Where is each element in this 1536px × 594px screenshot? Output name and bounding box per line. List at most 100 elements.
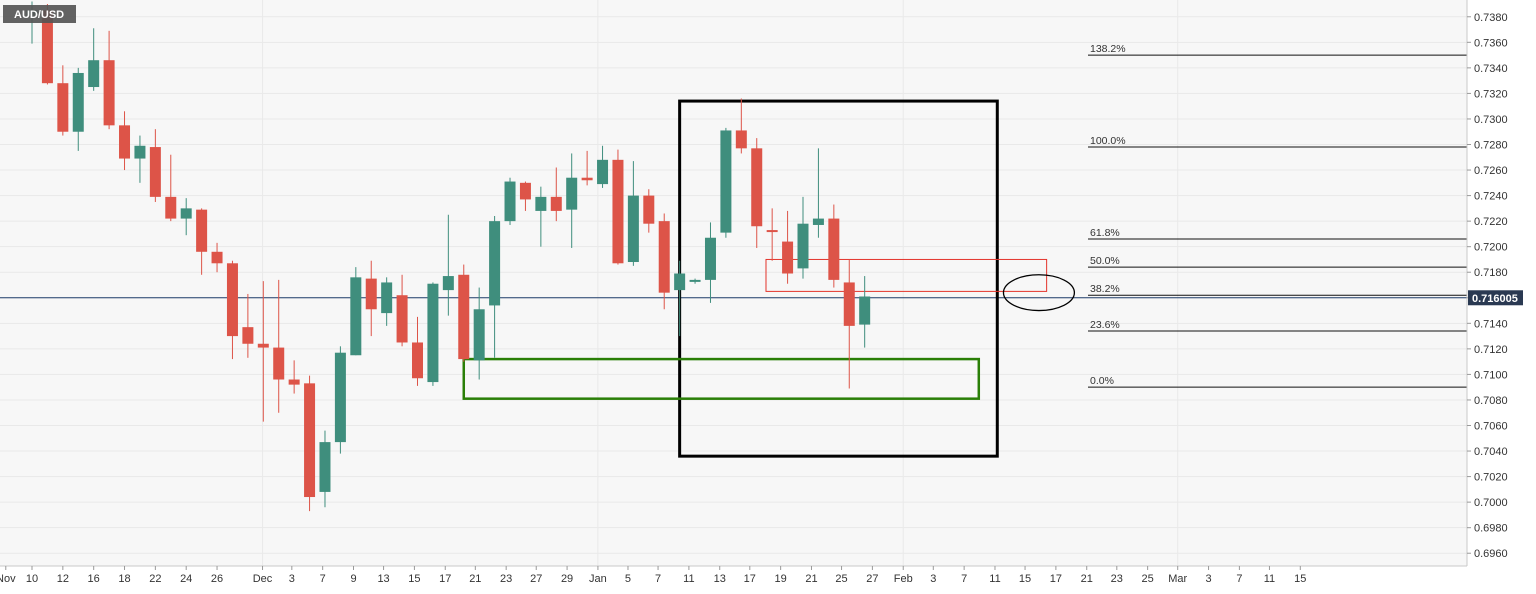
candle-body bbox=[843, 282, 855, 326]
grid-lines bbox=[0, 0, 1467, 566]
x-tick-label: 10 bbox=[26, 573, 38, 585]
candle-body bbox=[304, 383, 316, 498]
x-tick-label: 12 bbox=[57, 573, 69, 585]
candle-body bbox=[797, 223, 809, 269]
candle-body bbox=[627, 195, 639, 263]
x-tick-label: 7 bbox=[961, 573, 967, 585]
y-tick-label: 0.7040 bbox=[1474, 446, 1508, 458]
candle-body bbox=[643, 195, 655, 224]
candle-body bbox=[489, 221, 501, 306]
candle-body bbox=[535, 196, 547, 211]
x-tick-label: 15 bbox=[408, 573, 420, 585]
x-tick-label: 7 bbox=[655, 573, 661, 585]
x-tick-label: 11 bbox=[989, 573, 1000, 585]
x-tick-label: Feb bbox=[894, 573, 913, 585]
x-tick-label: 3 bbox=[289, 573, 295, 585]
candle-body bbox=[704, 237, 716, 280]
candle-body bbox=[381, 282, 393, 314]
y-tick-label: 0.6980 bbox=[1474, 523, 1508, 535]
price-tag: 0.716005 bbox=[1468, 290, 1523, 306]
x-tick-label: 23 bbox=[500, 573, 512, 585]
candle-body bbox=[41, 10, 53, 84]
x-tick-label: 3 bbox=[1205, 573, 1211, 585]
y-tick-label: 0.7280 bbox=[1474, 140, 1508, 152]
x-tick-label: 23 bbox=[1111, 573, 1123, 585]
x-tick-label: 16 bbox=[88, 573, 100, 585]
fib-level-label: 100.0% bbox=[1090, 135, 1126, 147]
candle-body bbox=[196, 209, 208, 252]
plot-area bbox=[0, 0, 1467, 566]
y-tick-label: 0.7320 bbox=[1474, 88, 1508, 100]
candle-body bbox=[566, 177, 578, 210]
y-tick-label: 0.7180 bbox=[1474, 267, 1508, 279]
x-tick-label: 11 bbox=[683, 573, 694, 585]
candle-body bbox=[473, 309, 485, 361]
candle-body bbox=[735, 130, 747, 149]
candle-body bbox=[859, 296, 871, 325]
x-tick-label: Nov bbox=[0, 573, 16, 585]
x-tick-label: 13 bbox=[714, 573, 726, 585]
x-axis: Nov 10 12 16 18 22 24 26 Dec 3 7 9 13 15 17 21 23 27 29 Jan… bbox=[0, 566, 1306, 585]
symbol-badge-background bbox=[3, 5, 76, 23]
x-tick-label: 3 bbox=[930, 573, 936, 585]
candlesticks bbox=[26, 1, 871, 512]
candle-body bbox=[581, 177, 593, 181]
candle-body bbox=[782, 241, 794, 274]
fibonacci-levels: 138.2% 100.0% 61.8% 50.0% 38.2% 23.6% 0.0% bbox=[0, 43, 1467, 388]
x-tick-label: 29 bbox=[561, 573, 573, 585]
candle-body bbox=[334, 352, 346, 443]
x-tick-label: 22 bbox=[149, 573, 161, 585]
candle-body bbox=[458, 274, 470, 360]
candle-body bbox=[365, 278, 377, 310]
x-tick-label: 25 bbox=[1142, 573, 1154, 585]
x-tick-label: Mar bbox=[1168, 573, 1187, 585]
candle-body bbox=[72, 72, 84, 132]
x-tick-label: 24 bbox=[180, 573, 192, 585]
candle-body bbox=[350, 277, 362, 356]
y-tick-label: 0.7080 bbox=[1474, 395, 1508, 407]
x-tick-label: 21 bbox=[1081, 573, 1093, 585]
candle-body bbox=[812, 218, 824, 225]
candle-body bbox=[766, 230, 778, 233]
current-price-label: 0.716005 bbox=[1472, 293, 1518, 305]
y-tick-label: 0.7300 bbox=[1474, 114, 1508, 126]
y-tick-label: 0.7200 bbox=[1474, 242, 1508, 254]
candle-body bbox=[180, 208, 192, 219]
y-tick-label: 0.7380 bbox=[1474, 12, 1508, 24]
candle-body bbox=[751, 148, 763, 227]
candle-body bbox=[720, 130, 732, 233]
y-tick-label: 0.7360 bbox=[1474, 37, 1508, 49]
y-tick-label: 0.7240 bbox=[1474, 191, 1508, 203]
x-tick-label: 17 bbox=[744, 573, 756, 585]
x-tick-label: 25 bbox=[835, 573, 847, 585]
candle-body bbox=[211, 251, 223, 264]
y-tick-label: 0.7340 bbox=[1474, 63, 1508, 75]
x-tick-label: 21 bbox=[469, 573, 481, 585]
price-tag-background bbox=[1468, 290, 1523, 306]
x-tick-label: Dec bbox=[253, 573, 273, 585]
y-axis: 0.7380 0.7360 0.7340 0.7320 0.7300 0.7280 0.72… bbox=[1467, 12, 1508, 560]
x-tick-label: Jan bbox=[589, 573, 607, 585]
x-tick-label: 18 bbox=[118, 573, 130, 585]
candle-body bbox=[273, 347, 285, 380]
annotation-ellipse bbox=[1002, 274, 1076, 312]
fib-level-label: 0.0% bbox=[1090, 375, 1114, 387]
candle-body bbox=[134, 145, 146, 159]
candle-body bbox=[103, 60, 115, 126]
fib-level-label: 61.8% bbox=[1090, 227, 1120, 239]
candle-body bbox=[519, 182, 531, 200]
candle-body bbox=[165, 196, 177, 219]
x-tick-label: 15 bbox=[1019, 573, 1031, 585]
candle-body bbox=[57, 83, 69, 132]
x-tick-label: 26 bbox=[211, 573, 223, 585]
y-tick-label: 0.7220 bbox=[1474, 216, 1508, 228]
x-tick-label: 17 bbox=[1050, 573, 1062, 585]
candle-body bbox=[396, 295, 408, 343]
candle-body bbox=[550, 196, 562, 211]
x-tick-label: 15 bbox=[1294, 573, 1306, 585]
candle-body bbox=[257, 343, 269, 348]
symbol-label: AUD/USD bbox=[14, 9, 64, 21]
y-tick-label: 0.7260 bbox=[1474, 165, 1508, 177]
y-tick-label: 0.7000 bbox=[1474, 497, 1508, 509]
